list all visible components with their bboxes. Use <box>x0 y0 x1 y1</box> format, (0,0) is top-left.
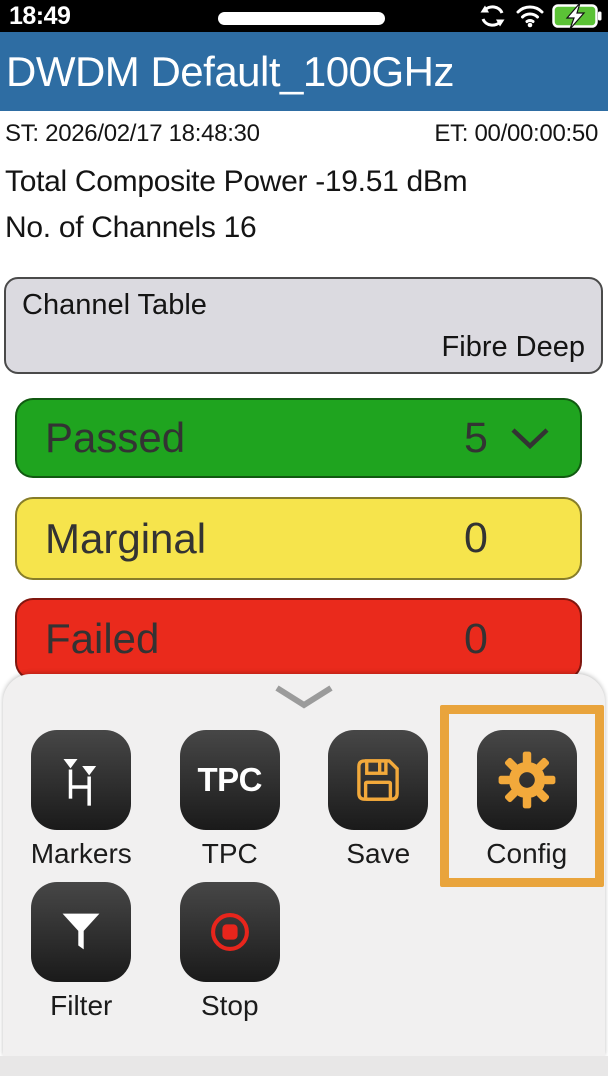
filter-tile <box>31 882 132 982</box>
passed-bar[interactable]: Passed 5 <box>15 398 582 478</box>
channel-table-card[interactable]: Channel Table Fibre Deep <box>4 277 603 374</box>
stop-button[interactable]: Stop <box>179 882 280 1022</box>
markers-button[interactable]: Markers <box>31 730 132 870</box>
action-panel: Markers TPC TPC Save <box>3 674 605 1056</box>
config-tile <box>476 730 577 830</box>
passed-count: 5 <box>464 413 488 462</box>
marginal-count: 0 <box>464 514 488 562</box>
save-button[interactable]: Save <box>328 730 429 870</box>
chevron-down-icon <box>511 428 549 450</box>
stop-label: Stop <box>200 990 259 1021</box>
channel-table-title: Channel Table <box>22 289 207 321</box>
failed-count: 0 <box>464 614 488 663</box>
failed-label: Failed <box>45 615 160 662</box>
battery-charging-icon <box>552 3 602 29</box>
tpc-button[interactable]: TPC TPC <box>179 730 280 870</box>
status-bar: 18:49 <box>0 0 608 32</box>
config-button[interactable]: Config <box>476 730 577 870</box>
app-header: DWDM Default_100GHz <box>0 32 608 111</box>
markers-tile <box>31 730 132 830</box>
filter-label: Filter <box>50 990 113 1021</box>
filter-button[interactable]: Filter <box>31 882 132 1022</box>
status-clock: 18:49 <box>9 2 71 30</box>
markers-icon <box>63 759 97 806</box>
page-title: DWDM Default_100GHz <box>6 47 454 95</box>
tool-grid: Markers TPC TPC Save <box>7 730 601 1022</box>
tpc-tile: TPC <box>179 730 280 830</box>
bottom-strip <box>0 1056 608 1076</box>
failed-bar[interactable]: Failed 0 <box>15 598 582 680</box>
filter-funnel-icon <box>62 913 100 950</box>
passed-label: Passed <box>45 414 186 461</box>
save-floppy-icon <box>357 759 400 801</box>
channel-table-profile: Fibre Deep <box>441 331 585 363</box>
config-gear-icon <box>498 751 556 809</box>
save-label: Save <box>346 838 411 869</box>
camera-notch-pill <box>218 12 385 25</box>
save-tile <box>328 730 429 830</box>
markers-label: Markers <box>30 838 132 869</box>
time-info-row: ST: 2026/02/17 18:48:30 ET: 00/00:00:50 <box>5 120 598 148</box>
total-composite-power: Total Composite Power -19.51 dBm <box>5 165 468 198</box>
elapsed-time: ET: 00/00:00:50 <box>434 120 598 147</box>
tpc-icon: TPC <box>197 761 263 798</box>
marginal-bar[interactable]: Marginal 0 <box>15 497 582 580</box>
start-time: ST: 2026/02/17 18:48:30 <box>5 120 260 147</box>
config-label: Config <box>486 838 568 869</box>
wifi-icon <box>516 5 544 28</box>
stop-tile <box>179 882 280 982</box>
marginal-label: Marginal <box>45 514 207 562</box>
channel-count: No. of Channels 16 <box>5 211 257 244</box>
stop-icon <box>210 913 249 951</box>
tpc-label: TPC <box>201 838 258 869</box>
sync-icon <box>480 5 505 27</box>
chevron-down-icon[interactable] <box>272 684 336 710</box>
